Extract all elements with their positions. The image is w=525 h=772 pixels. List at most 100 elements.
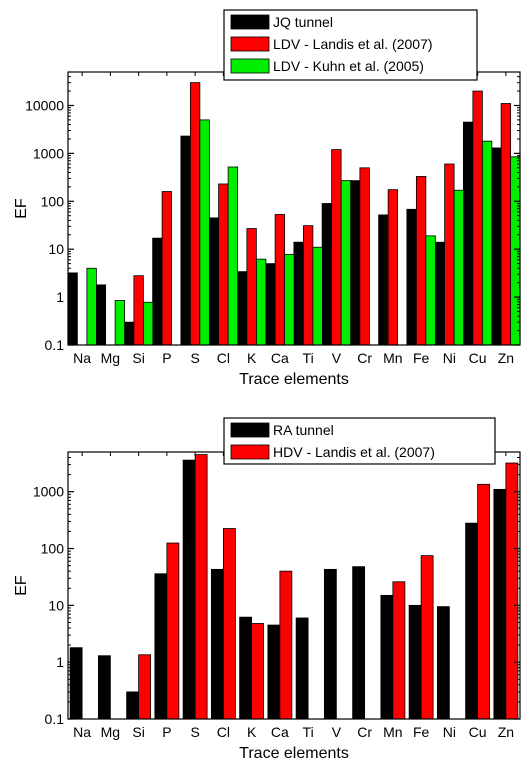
bar-ni-series-2	[444, 163, 455, 346]
bar-mn-series-2	[387, 189, 399, 346]
bar-mg-series-1	[95, 284, 107, 346]
bar-cl-series-2	[218, 183, 229, 346]
bar-ca-series-3	[284, 253, 295, 346]
bar-zn-series-3	[510, 156, 521, 346]
y-tick-label: 1	[56, 654, 64, 670]
x-tick-label: Zn	[498, 724, 514, 740]
bar-mn-series-1	[378, 214, 389, 346]
x-tick-label: Na	[73, 724, 91, 740]
bar-k-series-1	[236, 271, 248, 346]
x-tick-label: Ti	[303, 724, 314, 740]
x-axis-title: Trace elements	[239, 371, 349, 388]
y-axis-title: EF	[13, 575, 30, 596]
x-tick-label: K	[247, 350, 257, 366]
bar-cl-series-2	[222, 528, 236, 720]
bar-ni-series-1	[436, 606, 450, 720]
bar-ti-series-2	[302, 225, 314, 346]
x-tick-label: Fe	[413, 724, 430, 740]
bar-na-series-1	[69, 647, 83, 720]
bar-p-series-1	[152, 237, 163, 346]
plot-frame	[67, 451, 521, 720]
bar-ni-series-1	[434, 241, 446, 346]
bar-cl-series-1	[208, 217, 220, 346]
bar-cr-series-2	[359, 167, 370, 346]
legend-swatch	[230, 14, 270, 30]
bar-ti-series-1	[293, 241, 304, 346]
bar-cl-series-1	[210, 568, 224, 720]
bar-s-series-2	[194, 454, 208, 720]
bar-mg-series-1	[97, 655, 111, 720]
x-tick-label: Ca	[271, 350, 289, 366]
bar-zn-series-1	[491, 147, 502, 346]
legend-entry: LDV - Kuhn et al. (2005)	[273, 58, 424, 74]
bar-cl-series-3	[227, 166, 239, 346]
bar-ti-series-1	[295, 617, 309, 720]
x-tick-label: V	[332, 350, 342, 366]
bar-k-series-1	[239, 616, 253, 720]
x-tick-label: Cu	[469, 724, 487, 740]
bar-fe-series-2	[415, 176, 427, 346]
x-tick-label: P	[162, 724, 171, 740]
bar-p-series-2	[161, 191, 173, 346]
bar-mn-series-1	[380, 594, 394, 720]
bar-si-series-1	[126, 691, 140, 720]
bar-p-series-1	[154, 573, 168, 720]
x-tick-label: K	[247, 724, 257, 740]
x-tick-label: Ca	[271, 724, 289, 740]
bar-ca-series-2	[279, 570, 293, 720]
bar-cu-series-1	[465, 522, 479, 720]
bar-cu-series-3	[481, 140, 493, 346]
bar-v-series-1	[321, 203, 333, 346]
y-tick-label: 1000	[33, 484, 64, 500]
y-tick-label: 10	[48, 241, 64, 257]
x-tick-label: Cl	[217, 350, 230, 366]
legend: RA tunnel HDV - Landis et al. (2007)	[223, 417, 496, 465]
bar-cr-series-1	[349, 180, 361, 346]
bar-s-series-1	[182, 459, 196, 720]
x-axis-title: Trace elements	[239, 745, 349, 762]
x-tick-label: Ti	[303, 350, 314, 366]
x-tick-label: P	[162, 350, 171, 366]
bar-s-series-2	[189, 82, 201, 346]
x-tick-label: Mg	[101, 724, 120, 740]
bar-si-series-2	[133, 275, 144, 346]
bar-fe-series-1	[406, 208, 417, 346]
x-tick-label: Mn	[383, 724, 402, 740]
bar-p-series-2	[166, 542, 180, 720]
bar-fe-series-1	[408, 604, 422, 720]
legend-entry: JQ tunnel	[273, 14, 333, 30]
bar-zn-series-1	[493, 488, 507, 720]
legend-swatch	[230, 422, 270, 438]
y-tick-label: 1	[56, 289, 64, 305]
y-tick-label: 100	[41, 193, 65, 209]
x-tick-label: S	[190, 350, 199, 366]
y-tick-label: 10000	[25, 97, 64, 113]
x-tick-label: Cu	[469, 350, 487, 366]
bar-cu-series-1	[462, 121, 474, 346]
bar-cr-series-1	[352, 566, 366, 720]
legend-swatch	[230, 36, 270, 52]
legend-swatch	[230, 58, 270, 74]
x-tick-label: Ni	[443, 350, 456, 366]
bar-na-series-1	[67, 272, 78, 346]
x-tick-label: Cl	[217, 724, 230, 740]
x-tick-label: Fe	[413, 350, 430, 366]
x-tick-label: S	[190, 724, 199, 740]
bar-ti-series-3	[312, 246, 323, 346]
y-tick-label: 10	[48, 597, 64, 613]
bar-mg-series-3	[114, 300, 126, 346]
legend: JQ tunnel LDV - Landis et al. (2007) LDV -…	[223, 9, 478, 81]
bar-ca-series-1	[267, 624, 281, 720]
bar-si-series-3	[142, 301, 154, 346]
x-tick-label: Zn	[498, 350, 514, 366]
bar-v-series-3	[340, 180, 352, 346]
x-tick-label: Cr	[357, 350, 372, 366]
bar-si-series-2	[138, 654, 152, 720]
y-tick-label: 0.1	[45, 711, 65, 727]
y-tick-label: 100	[41, 541, 65, 557]
y-axis-title: EF	[13, 198, 30, 219]
x-tick-label: Cr	[357, 724, 372, 740]
bar-k-series-2	[251, 623, 265, 720]
bar-fe-series-3	[425, 235, 436, 346]
